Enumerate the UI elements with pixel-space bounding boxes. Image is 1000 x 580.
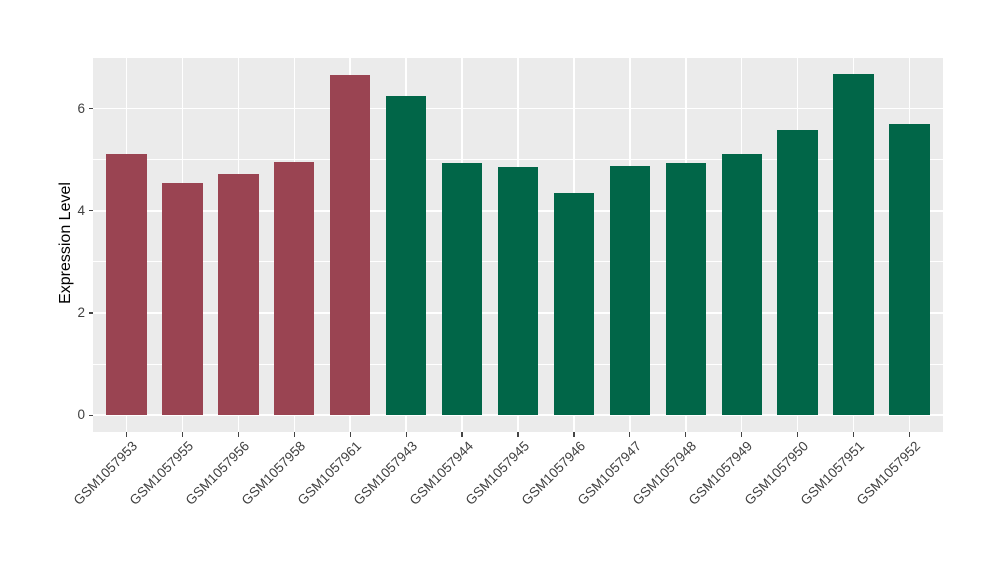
x-tick-mark <box>405 432 407 437</box>
gridline-minor-h <box>93 57 943 58</box>
bar-GSM1057955 <box>162 182 203 416</box>
bar-GSM1057953 <box>106 153 147 416</box>
gridline-major-h <box>93 414 943 416</box>
y-tick-label: 0 <box>77 407 85 423</box>
y-tick-label: 6 <box>77 100 85 116</box>
x-tick-mark <box>349 432 351 437</box>
x-tick-mark <box>125 432 128 437</box>
gridline-minor-h <box>93 159 943 161</box>
y-tick-mark <box>88 312 93 314</box>
bar-GSM1057945 <box>497 166 539 416</box>
y-tick-mark <box>88 414 93 416</box>
bar-GSM1057948 <box>665 163 706 416</box>
x-tick-mark <box>629 432 631 437</box>
bar-GSM1057951 <box>833 74 874 416</box>
x-tick-mark <box>237 432 239 437</box>
x-tick-mark <box>797 432 799 437</box>
x-tick-mark <box>908 432 911 437</box>
bar-GSM1057946 <box>553 193 595 416</box>
x-tick-mark <box>685 432 687 437</box>
y-tick-label: 2 <box>77 304 85 320</box>
y-tick-mark <box>88 108 93 110</box>
x-tick-mark <box>517 432 519 437</box>
gridline-major-h <box>93 107 943 110</box>
bar-GSM1057947 <box>609 166 650 416</box>
y-tick-label: 4 <box>77 202 85 218</box>
bar-GSM1057949 <box>721 153 762 416</box>
x-tick-mark <box>741 432 743 437</box>
y-axis-title: Expression Level <box>57 182 74 304</box>
bar-GSM1057961 <box>330 75 371 416</box>
x-tick-mark <box>573 432 575 437</box>
x-tick-mark <box>852 432 855 437</box>
y-tick-mark <box>88 210 93 212</box>
bar-GSM1057956 <box>218 173 259 416</box>
x-tick-mark <box>293 432 295 437</box>
x-tick-mark <box>181 432 184 437</box>
bar-GSM1057950 <box>777 130 818 416</box>
x-tick-mark <box>461 432 463 437</box>
bar-GSM1057943 <box>386 95 427 416</box>
bar-GSM1057958 <box>274 161 315 416</box>
bar-GSM1057952 <box>889 123 930 416</box>
bar-GSM1057944 <box>441 162 483 416</box>
